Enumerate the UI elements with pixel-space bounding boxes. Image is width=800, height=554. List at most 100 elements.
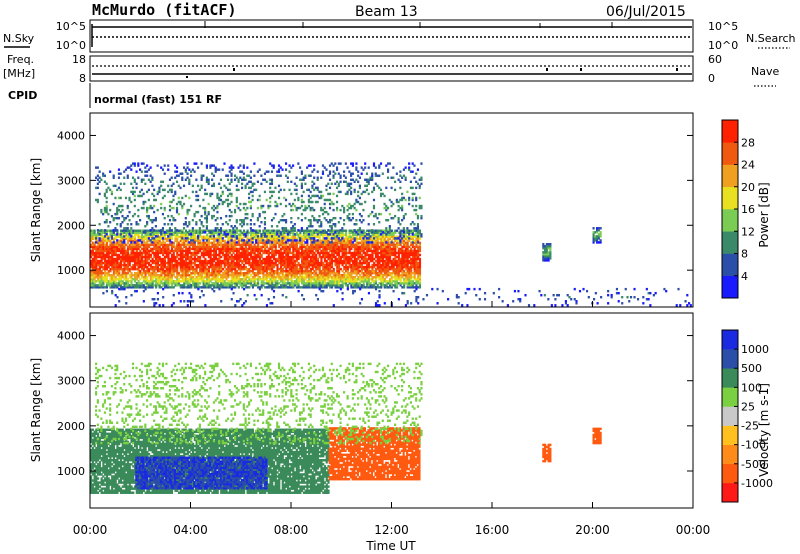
power-cell: [246, 251, 249, 255]
power-cell: [218, 247, 221, 251]
power-cell: [96, 186, 99, 190]
power-cell: [241, 233, 244, 236]
power-cell: [211, 276, 214, 279]
power-cell: [105, 235, 108, 239]
power-cell: [107, 245, 110, 249]
power-cell: [174, 239, 177, 243]
power-cell: [295, 271, 298, 275]
power-cell: [146, 221, 149, 224]
power-cell: [309, 251, 312, 255]
power-cell: [188, 267, 191, 271]
power-cell: [221, 271, 225, 275]
power-cell: [90, 286, 93, 289]
power-cell: [278, 273, 281, 277]
power-cell: [195, 280, 198, 283]
power-cell: [292, 247, 295, 251]
power-cell: [118, 276, 121, 279]
power-cell: [313, 255, 316, 259]
power-cell: [125, 265, 128, 269]
power-cell: [183, 286, 186, 289]
power-cell: [128, 261, 131, 265]
power-cell: [223, 263, 226, 267]
power-cell: [214, 286, 218, 289]
power-cell: [93, 280, 96, 283]
power-cell: [93, 286, 96, 289]
power-cell: [142, 178, 145, 181]
power-cell: [126, 227, 129, 230]
power-cell: [211, 261, 214, 265]
power-cell: [193, 237, 196, 241]
power-cell: [135, 239, 138, 243]
power-cell: [302, 251, 305, 255]
power-cell: [239, 284, 242, 287]
power-cell: [123, 249, 126, 253]
power-cell: [123, 237, 126, 241]
power-cell: [318, 241, 321, 245]
power-cell: [327, 243, 330, 247]
power-cell: [336, 245, 339, 249]
power-cell: [223, 229, 226, 232]
freq-marks: [186, 68, 678, 78]
power-cell: [320, 271, 323, 275]
power-cell: [286, 282, 290, 285]
power-cell: [114, 251, 117, 255]
power-cell: [206, 251, 209, 255]
power-cell: [227, 286, 230, 289]
power-cell: [244, 261, 247, 265]
power-cell: [313, 273, 316, 277]
power-cell: [325, 282, 328, 285]
power-cell: [93, 237, 96, 241]
power-cell: [111, 245, 114, 249]
power-cell: [285, 251, 288, 255]
power-cell: [334, 282, 337, 285]
power-cell: [225, 257, 228, 261]
power-cell: [325, 265, 328, 269]
power-cell: [155, 237, 158, 241]
power-cell: [337, 269, 341, 273]
power-cell: [235, 259, 239, 263]
power-cell: [119, 265, 123, 269]
power-cell: [133, 162, 136, 165]
power-cell: [288, 247, 291, 251]
power-cell: [281, 282, 284, 285]
power-cell: [306, 231, 309, 234]
power-cell: [269, 247, 272, 251]
power-cell: [309, 263, 312, 267]
power-cell: [139, 278, 142, 281]
power-cell: [327, 251, 330, 255]
power-cell: [190, 267, 193, 271]
power-cell: [121, 237, 124, 241]
power-cell: [309, 280, 312, 283]
power-cell: [188, 280, 191, 283]
power-cell: [167, 237, 170, 241]
power-cell: [264, 251, 267, 255]
power-cell: [257, 255, 260, 259]
power-cell: [144, 182, 147, 186]
power-cell: [207, 259, 210, 263]
power-cell: [102, 243, 105, 247]
power-cell: [243, 280, 246, 283]
power-cell: [232, 286, 235, 289]
power-cell: [111, 273, 114, 277]
power-cell: [202, 261, 205, 265]
power-cell: [132, 251, 135, 255]
power-cell: [325, 245, 328, 249]
power-cell: [308, 245, 311, 249]
power-cell: [123, 273, 126, 277]
power-cell: [267, 261, 270, 265]
power-cell: [253, 273, 256, 277]
power-cell: [221, 243, 225, 247]
power-cell: [262, 284, 265, 287]
power-cell: [334, 245, 337, 249]
power-cell: [97, 261, 100, 265]
power-cell: [334, 239, 337, 243]
power-cell: [102, 249, 105, 253]
power-cell: [179, 253, 182, 257]
power-cell: [118, 269, 121, 273]
power-cell: [301, 271, 304, 275]
power-cell: [197, 286, 200, 289]
power-cell: [90, 280, 93, 283]
power-cell: [302, 286, 305, 289]
power-cell: [105, 237, 108, 241]
power-cell: [221, 284, 225, 287]
